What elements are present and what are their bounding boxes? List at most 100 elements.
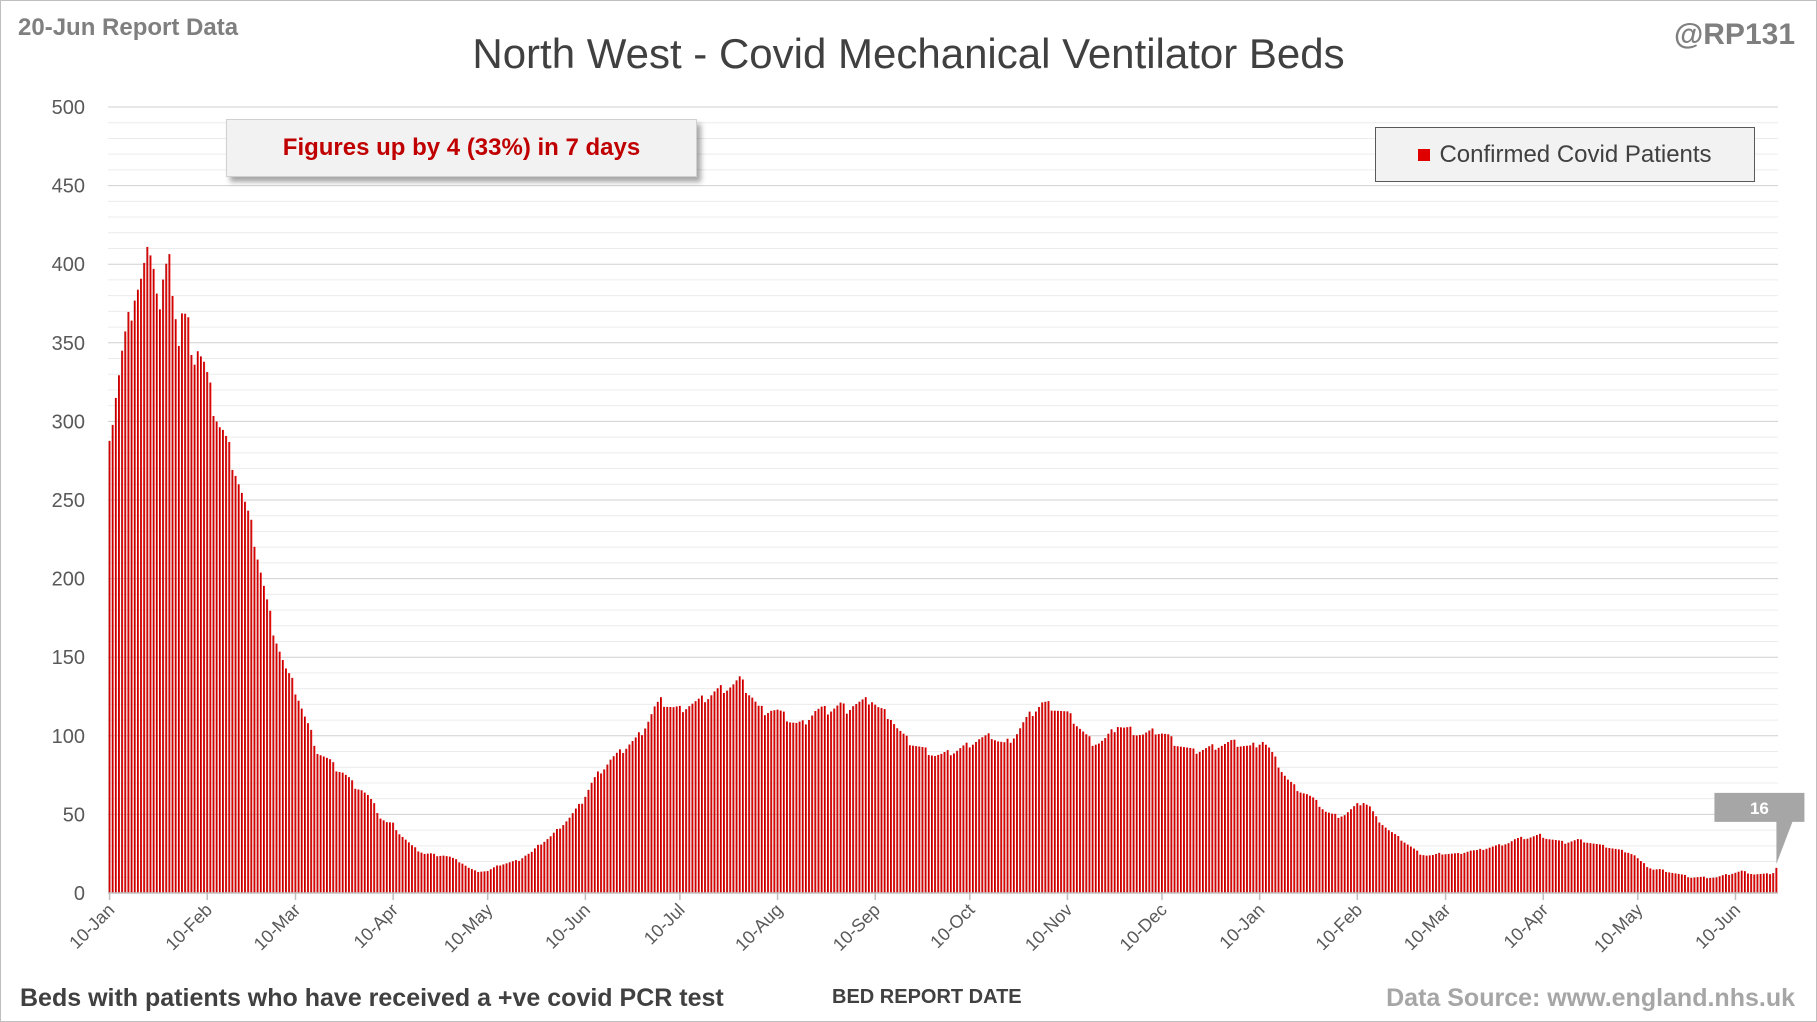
bar — [1343, 815, 1346, 893]
bar — [429, 853, 432, 893]
bar — [1085, 734, 1088, 893]
bar — [108, 440, 111, 893]
bar — [1271, 752, 1274, 893]
bar — [905, 735, 908, 893]
bar — [1053, 710, 1056, 893]
bar — [496, 865, 499, 893]
bar — [329, 759, 332, 893]
bar — [726, 690, 729, 893]
bar — [502, 864, 505, 893]
bar — [1375, 816, 1378, 893]
bar — [1595, 843, 1598, 893]
y-tick-label: 150 — [52, 647, 85, 669]
bar — [1075, 726, 1078, 893]
bar — [552, 832, 555, 893]
bar — [288, 673, 291, 893]
bar — [1350, 809, 1353, 893]
bar — [234, 475, 237, 893]
bar — [849, 709, 852, 893]
legend: Confirmed Covid Patients — [1375, 127, 1755, 182]
bar — [584, 796, 587, 893]
bar — [672, 707, 675, 893]
bar — [1192, 748, 1195, 893]
bar — [1142, 734, 1145, 893]
bar — [505, 863, 508, 893]
bar — [218, 427, 221, 893]
bar — [978, 739, 981, 893]
bar — [190, 355, 193, 893]
bar — [278, 651, 281, 893]
bar — [1400, 840, 1403, 893]
bar — [196, 351, 199, 893]
bar — [871, 702, 874, 893]
bar — [1422, 855, 1425, 893]
x-tick-label: 10-Feb — [1312, 900, 1366, 954]
bar — [1450, 853, 1453, 893]
bar — [1460, 853, 1463, 893]
bar — [1391, 832, 1393, 893]
bar — [1368, 806, 1371, 893]
y-tick-label: 200 — [52, 569, 85, 591]
bar — [307, 723, 310, 893]
bar — [1662, 869, 1664, 893]
bar — [1643, 863, 1646, 893]
bar — [1261, 741, 1264, 893]
bar — [660, 697, 662, 893]
bar — [1104, 738, 1107, 893]
bar — [455, 859, 458, 893]
bar — [486, 871, 489, 893]
bar — [1151, 728, 1154, 893]
bar — [738, 676, 741, 893]
bar — [1476, 849, 1479, 893]
bar — [678, 705, 681, 893]
bar — [930, 755, 933, 893]
bar — [1161, 733, 1163, 893]
x-tick-label: 10-Jun — [1691, 900, 1744, 953]
bar — [1554, 840, 1557, 893]
bar — [1699, 876, 1702, 893]
bar — [990, 739, 993, 893]
bar — [858, 701, 861, 893]
bar — [817, 708, 820, 893]
bar — [130, 320, 133, 894]
bar — [691, 703, 694, 893]
bar — [1413, 848, 1416, 893]
bar — [1463, 852, 1466, 893]
bar — [177, 345, 180, 894]
bar — [152, 268, 155, 893]
bar — [272, 635, 275, 893]
x-tick-label: 10-Jan — [65, 900, 118, 953]
bar — [1195, 753, 1198, 893]
bar — [697, 698, 700, 893]
bar — [861, 699, 864, 893]
bar — [1381, 825, 1384, 893]
bar — [893, 724, 896, 893]
bar — [732, 684, 735, 893]
bar — [1495, 845, 1497, 893]
bar — [1725, 874, 1727, 893]
bar — [1318, 806, 1321, 893]
bar — [1501, 845, 1504, 893]
bar — [483, 871, 486, 893]
bar — [1315, 799, 1318, 893]
bar — [1116, 727, 1119, 893]
bar — [1312, 797, 1315, 893]
bar — [811, 715, 814, 893]
bar — [842, 703, 845, 893]
bar — [1334, 813, 1337, 893]
bar — [1539, 833, 1542, 893]
bar — [1205, 748, 1208, 893]
bar — [625, 748, 628, 893]
bar — [1113, 732, 1116, 893]
bar — [140, 278, 143, 893]
bar — [1094, 744, 1097, 893]
bar — [300, 708, 303, 893]
bar — [637, 732, 640, 893]
bar — [1548, 839, 1551, 893]
bar — [1715, 877, 1718, 893]
bar — [1624, 852, 1627, 893]
bar — [1239, 746, 1242, 893]
bar — [335, 771, 338, 893]
bar — [533, 848, 536, 893]
bar — [1183, 747, 1186, 893]
